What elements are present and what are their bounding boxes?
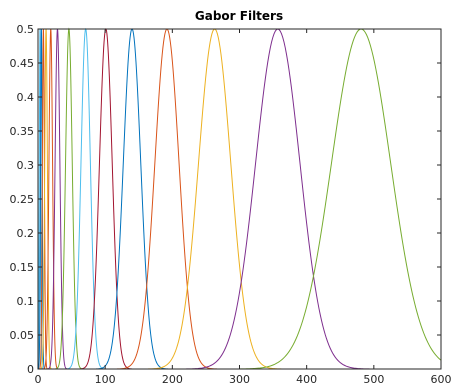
y-tick-label: 0.15	[10, 261, 35, 274]
y-tick-label: 0.3	[17, 159, 35, 172]
series-layer	[37, 27, 442, 370]
series-line-7	[53, 27, 85, 370]
y-tick-label: 0	[27, 363, 34, 376]
chart-title: Gabor Filters	[195, 9, 283, 23]
y-tick-label: 0.35	[10, 125, 35, 138]
series-line-14	[228, 28, 442, 370]
series-line-9	[77, 28, 135, 370]
series-line-10	[92, 28, 172, 370]
x-tick-label: 400	[296, 373, 317, 385]
y-tick-label: 0.5	[17, 23, 35, 36]
y-tick-label: 0.45	[10, 57, 35, 70]
x-tick-label: 0	[35, 373, 42, 385]
x-tick-label: 600	[431, 373, 452, 385]
x-tick-label: 500	[363, 373, 384, 385]
y-tick-label: 0.2	[17, 227, 35, 240]
tick-layer: 0 100 200 300 400 500 600 0 0.05 0.1 0.15 0.2 0.25 0.…	[10, 23, 452, 385]
series-line-13	[178, 28, 378, 370]
y-tick-label: 0.4	[17, 91, 35, 104]
y-tick-label: 0.1	[17, 295, 35, 308]
series-line-2	[37, 28, 46, 370]
x-tick-label: 200	[162, 373, 183, 385]
x-tick-label: 300	[229, 373, 250, 385]
x-tick-label: 100	[95, 373, 116, 385]
plot-area: 0 100 200 300 400 500 600 0 0.05 0.1 0.15 0.2 0.25 0.…	[10, 23, 452, 385]
y-tick-label: 0.05	[10, 329, 35, 342]
y-tick-label: 0.25	[10, 193, 35, 206]
